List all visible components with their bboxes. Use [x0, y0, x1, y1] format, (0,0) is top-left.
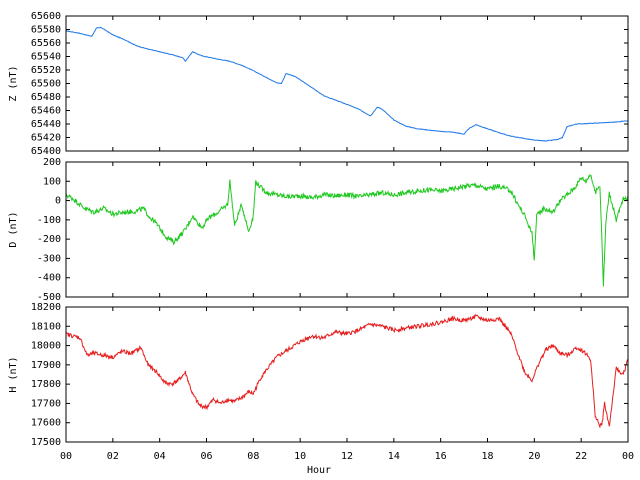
series-line-2	[65, 313, 629, 429]
y-tick-label: 17700	[31, 398, 61, 409]
y-axis-label: Z (nT)	[8, 65, 19, 101]
series-line-0	[65, 26, 629, 142]
y-tick-label: 200	[43, 157, 61, 168]
y-tick-label: 65520	[31, 65, 61, 76]
y-tick-label: 65500	[31, 79, 61, 90]
panel-2: 1750017600177001780017900180001810018200…	[8, 302, 634, 462]
x-tick-label: 16	[435, 451, 447, 462]
panel-0: 65400 65420 65440 65460 65480 65500 65520 65540…	[8, 11, 629, 157]
y-tick-label: 65460	[31, 106, 61, 117]
panel-frame	[65, 161, 629, 298]
x-tick-label: 00	[622, 451, 634, 462]
y-tick-label: 17900	[31, 360, 61, 371]
y-tick-label: 17600	[31, 418, 61, 429]
y-tick-label: 65440	[31, 119, 61, 130]
x-axis-label: Hour	[307, 465, 331, 476]
y-tick-label: 65560	[31, 38, 61, 49]
y-tick-label: 18100	[31, 321, 61, 332]
y-tick-label: 100	[43, 176, 61, 187]
y-tick-label: 18000	[31, 341, 61, 352]
x-tick-label: 14	[388, 451, 400, 462]
y-tick-label: 65480	[31, 92, 61, 103]
y-tick-label: 65420	[31, 133, 61, 144]
y-tick-label: 65580	[31, 25, 61, 36]
x-tick-label: 12	[341, 451, 353, 462]
y-axis-label: H (nT)	[8, 356, 19, 392]
panel-frame	[65, 15, 629, 152]
y-tick-label: -200	[37, 234, 61, 245]
x-tick-label: 10	[294, 451, 306, 462]
x-tick-label: 08	[247, 451, 259, 462]
series-line-1	[65, 173, 629, 287]
panel-1: -500 -400 -300 -200 -100 0 100 200 D (nT)	[8, 157, 629, 303]
x-tick-label: 00	[60, 451, 72, 462]
y-tick-label: 17500	[31, 437, 61, 448]
y-tick-label: -500	[37, 292, 61, 303]
x-tick-label: 02	[107, 451, 119, 462]
x-tick-label: 20	[528, 451, 540, 462]
x-tick-label: 22	[575, 451, 587, 462]
y-tick-label: 18200	[31, 302, 61, 313]
y-tick-label: -400	[37, 273, 61, 284]
x-tick-label: 06	[200, 451, 212, 462]
y-tick-label: 17800	[31, 379, 61, 390]
y-tick-label: -300	[37, 253, 61, 264]
y-tick-label: -100	[37, 215, 61, 226]
y-tick-label: 65400	[31, 146, 61, 157]
x-tick-label: 18	[481, 451, 493, 462]
y-tick-label: 0	[55, 196, 61, 207]
y-tick-label: 65540	[31, 52, 61, 63]
y-axis-label: D (nT)	[8, 211, 19, 247]
panel-frame	[65, 306, 629, 443]
y-tick-label: 65600	[31, 11, 61, 22]
x-tick-label: 04	[154, 451, 166, 462]
